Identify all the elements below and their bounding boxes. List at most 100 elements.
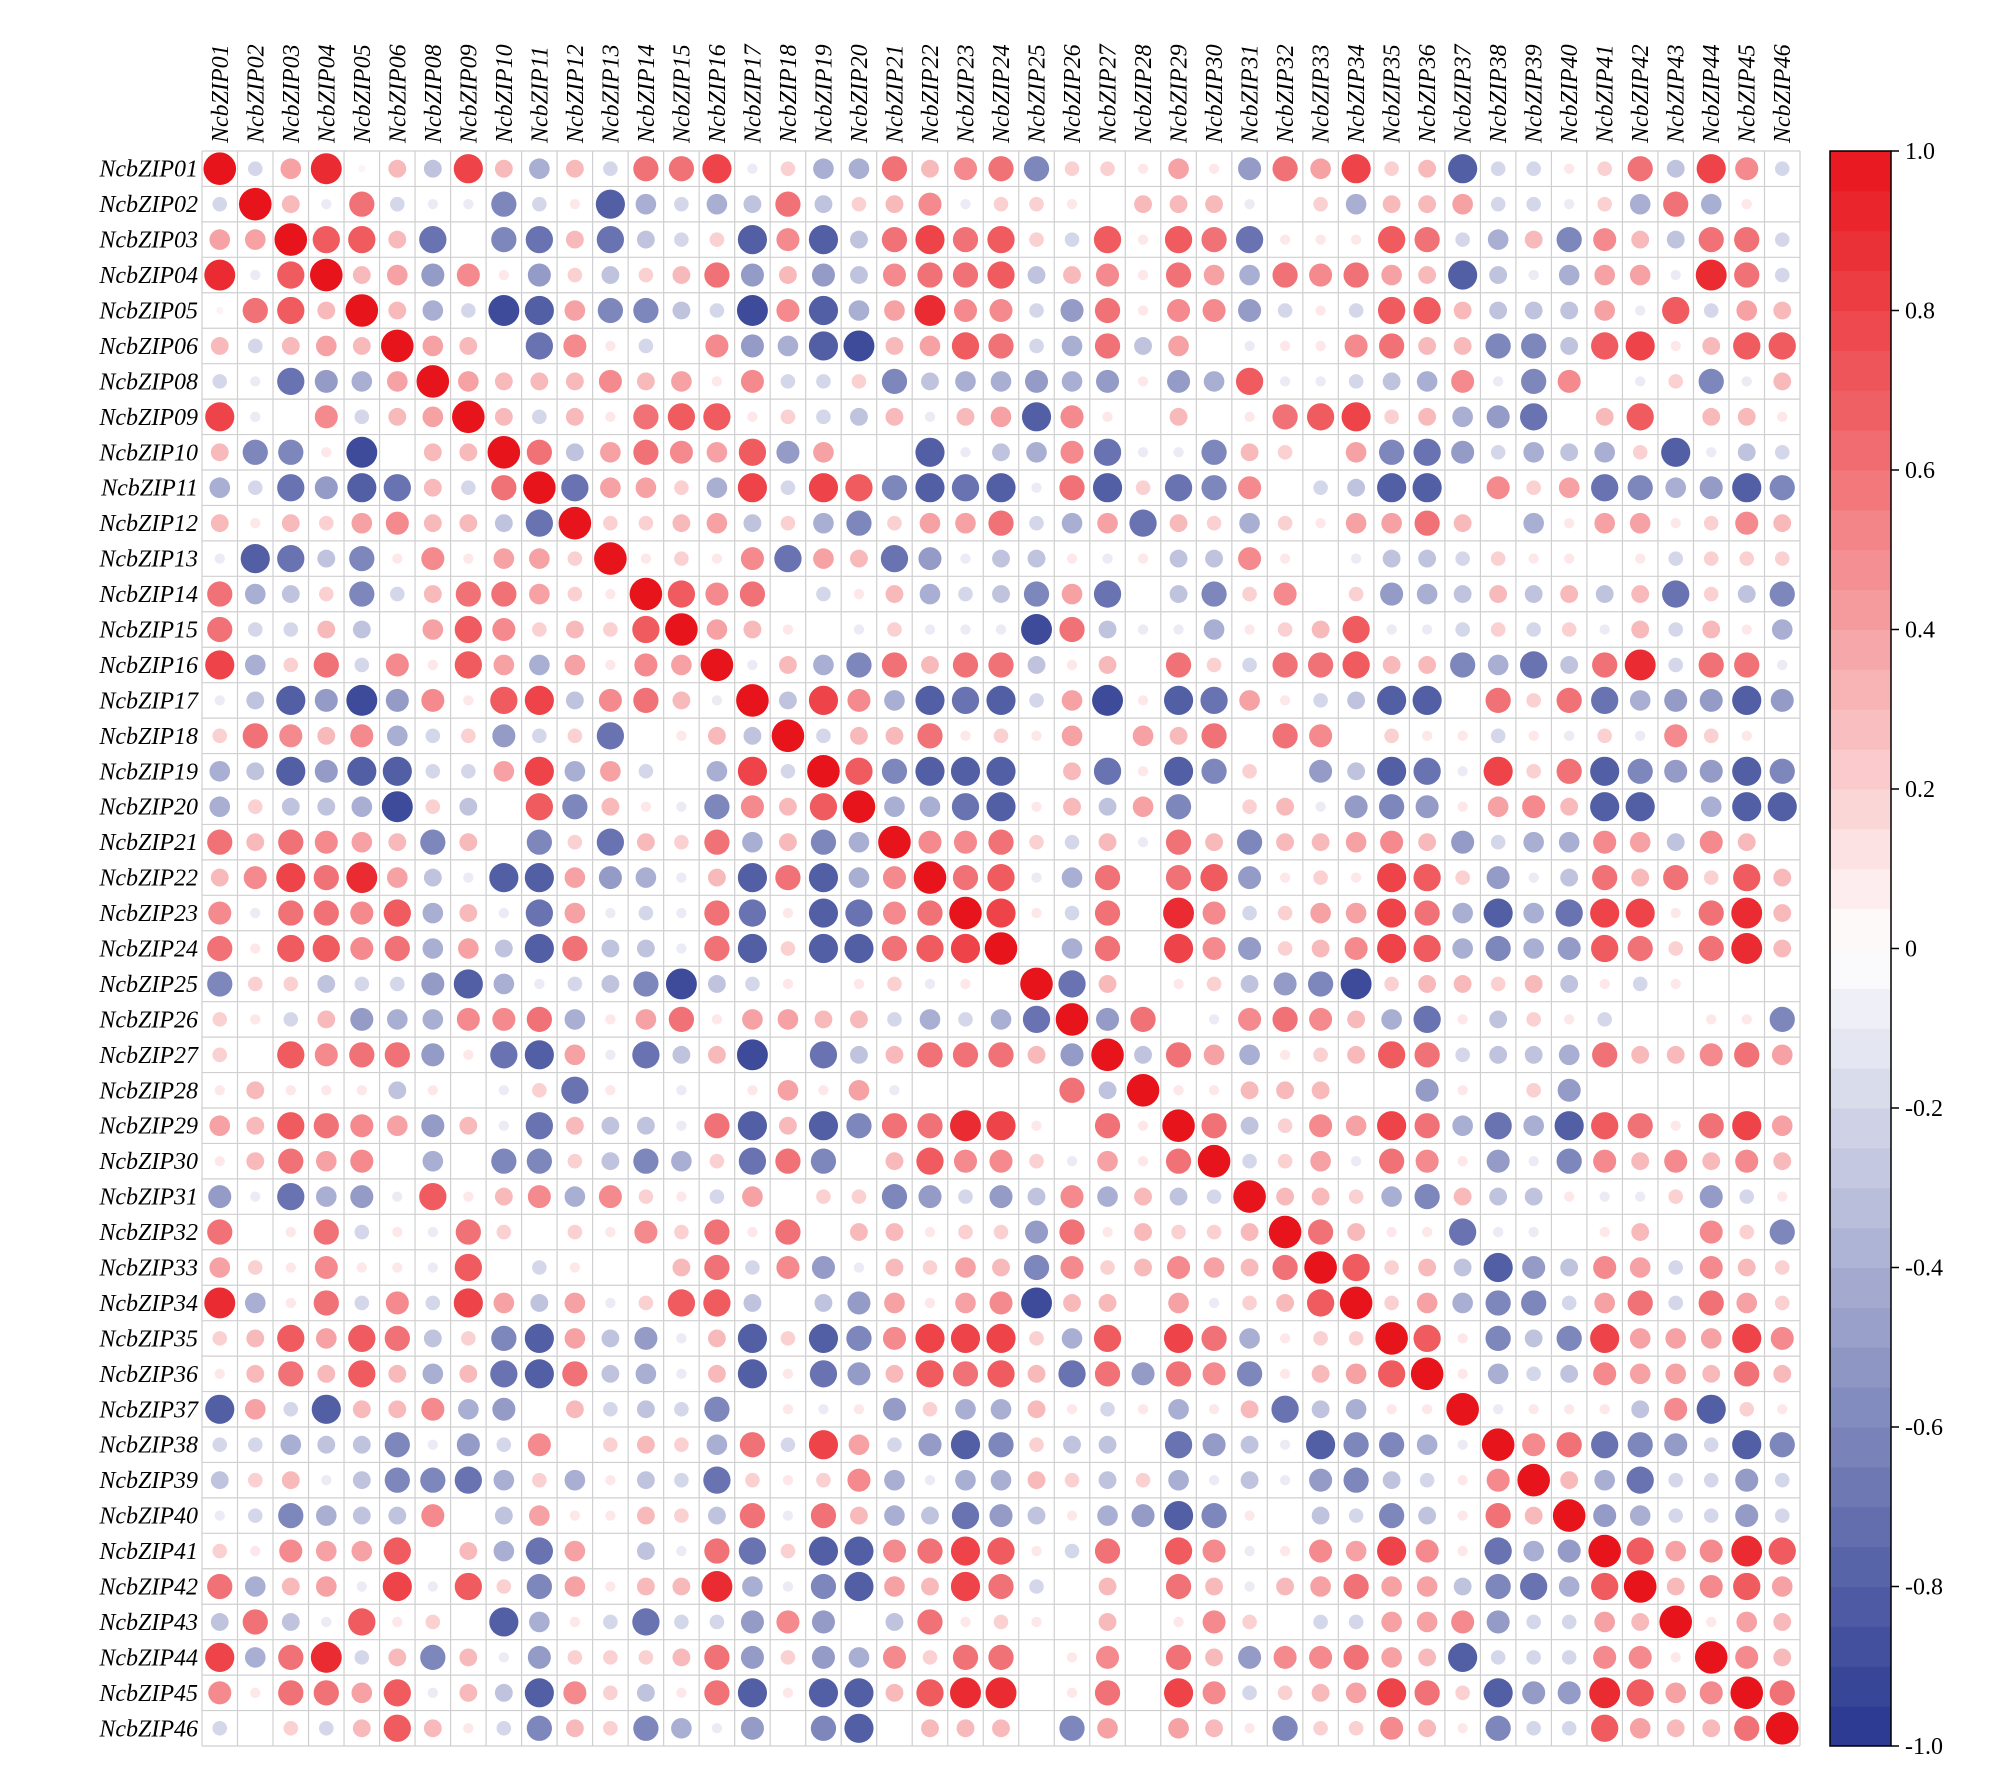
correlation-circle: [1130, 1006, 1156, 1033]
correlation-circle: [603, 1437, 618, 1453]
correlation-circle: [283, 622, 299, 637]
correlation-circle: [736, 684, 769, 717]
correlation-circle: [1594, 264, 1616, 286]
correlation-circle: [882, 866, 906, 890]
correlation-circle: [314, 688, 338, 712]
correlation-circle: [1457, 1333, 1468, 1344]
correlation-circle: [1485, 1502, 1511, 1529]
correlation-circle: [1094, 1680, 1121, 1706]
correlation-circle: [702, 154, 732, 184]
correlation-circle: [1702, 620, 1721, 639]
correlation-circle: [349, 581, 375, 607]
correlation-circle: [1486, 1610, 1510, 1634]
correlation-circle: [1309, 263, 1333, 287]
column-label: NcbZIP15: [669, 44, 695, 144]
correlation-circle: [989, 1185, 1013, 1209]
correlation-circle: [1490, 622, 1506, 637]
correlation-circle: [1418, 1506, 1437, 1525]
correlation-circle: [1452, 902, 1473, 924]
correlation-circle: [1741, 1014, 1752, 1025]
correlation-circle: [1348, 303, 1364, 318]
correlation-circle: [1451, 830, 1475, 854]
correlation-circle: [951, 686, 980, 715]
correlation-circle: [986, 756, 1016, 786]
correlation-circle: [1524, 975, 1543, 993]
correlation-circle: [950, 1323, 981, 1353]
correlation-circle: [1137, 1404, 1149, 1415]
correlation-circle: [422, 300, 444, 321]
correlation-circle: [601, 266, 620, 284]
correlation-circle: [1741, 624, 1752, 635]
correlation-circle: [1452, 1115, 1473, 1137]
correlation-circle: [1313, 1720, 1328, 1736]
correlation-circle: [1664, 688, 1688, 712]
correlation-circle: [990, 1398, 1012, 1420]
correlation-circle: [1096, 369, 1120, 393]
correlation-circle: [887, 976, 902, 992]
correlation-circle: [1061, 512, 1083, 534]
correlation-circle: [881, 226, 908, 253]
correlation-circle: [1597, 196, 1612, 212]
correlation-circle: [918, 1433, 942, 1457]
correlation-circle: [704, 1254, 730, 1281]
correlation-circle: [1635, 376, 1646, 387]
correlation-circle: [1418, 975, 1437, 993]
correlation-circle: [605, 1581, 616, 1592]
colorbar-step: [1830, 1187, 1891, 1229]
correlation-circle: [672, 514, 691, 533]
correlation-circle: [1560, 868, 1579, 887]
correlation-circle: [1167, 298, 1191, 323]
correlation-circle: [208, 1185, 232, 1209]
correlation-circle: [212, 1331, 228, 1346]
correlation-circle: [881, 652, 908, 678]
correlation-circle: [1594, 1611, 1616, 1633]
correlation-circle: [1631, 620, 1650, 639]
correlation-circle: [605, 1510, 616, 1521]
correlation-circle: [1626, 1537, 1654, 1565]
correlation-circle: [1168, 1398, 1189, 1420]
correlation-circle: [1031, 1120, 1042, 1131]
correlation-circle: [1340, 968, 1372, 1000]
correlation-circle: [1734, 1042, 1760, 1068]
correlation-circle: [955, 1257, 976, 1278]
correlation-circle: [422, 406, 444, 428]
correlation-circle: [1205, 195, 1223, 214]
correlation-circle: [1413, 863, 1441, 892]
correlation-circle: [1590, 1323, 1620, 1353]
column-label: NcbZIP38: [1486, 44, 1512, 144]
correlation-circle: [1773, 939, 1792, 958]
correlation-circle: [1277, 1118, 1293, 1134]
correlation-circle: [775, 1148, 801, 1174]
correlation-circle: [1134, 195, 1152, 214]
correlation-circle: [1377, 1536, 1407, 1566]
correlation-circle: [390, 196, 405, 212]
correlation-circle: [1094, 1361, 1121, 1387]
correlation-circle: [1418, 337, 1437, 355]
correlation-circle: [1629, 690, 1651, 711]
correlation-circle: [745, 1260, 760, 1275]
correlation-circle: [1592, 652, 1618, 678]
correlation-circle: [1734, 1715, 1760, 1741]
correlation-circle: [279, 1539, 303, 1563]
correlation-circle: [423, 1719, 442, 1738]
correlation-circle: [1066, 1156, 1078, 1167]
correlation-circle: [1706, 1616, 1717, 1628]
correlation-circle: [212, 1012, 228, 1027]
correlation-circle: [848, 1079, 870, 1101]
correlation-circle: [674, 1614, 689, 1630]
correlation-circle: [1595, 585, 1614, 603]
correlation-circle: [463, 872, 474, 883]
correlation-circle: [317, 301, 336, 320]
correlation-circle: [1377, 296, 1406, 325]
correlation-circle: [1414, 510, 1440, 536]
correlation-circle: [1279, 695, 1291, 706]
correlation-circle: [674, 1224, 689, 1240]
correlation-circle: [665, 968, 697, 1000]
correlation-circle: [281, 1613, 300, 1631]
correlation-circle: [1453, 975, 1472, 993]
correlation-circle: [351, 512, 373, 534]
column-label: NcbZIP08: [421, 44, 447, 144]
colorbar-step: [1830, 151, 1891, 192]
correlation-circle: [952, 864, 979, 891]
correlation-circle: [605, 1475, 616, 1486]
